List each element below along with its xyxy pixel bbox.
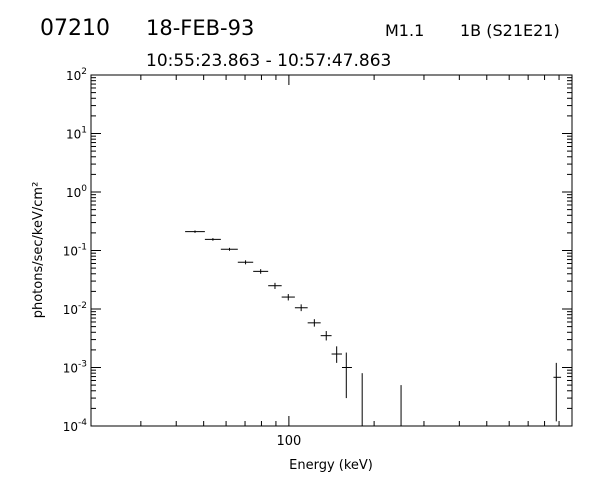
y-axis-tick-labels: 10-4 10-3 10-2 10-1 100 101 102 — [63, 67, 88, 434]
data-point — [237, 260, 254, 265]
data-point — [294, 304, 308, 312]
y-tick-label: 101 — [66, 126, 87, 142]
data-point — [220, 247, 238, 251]
event-date: 18-FEB-93 — [146, 16, 255, 40]
x-tick-label-100: 100 — [276, 434, 301, 449]
data-point — [341, 352, 352, 399]
y-tick-label: 10-1 — [63, 243, 87, 259]
data-point — [268, 282, 282, 289]
data-point — [281, 294, 295, 301]
data-point — [185, 230, 205, 233]
y-tick-label: 100 — [66, 184, 87, 200]
y-tick-label: 10-3 — [63, 360, 87, 376]
x-axis-label: Energy (keV) — [289, 458, 373, 473]
data-point — [253, 269, 269, 274]
data-point — [553, 362, 562, 422]
time-range: 10:55:23.863 - 10:57:47.863 — [146, 51, 392, 71]
y-tick-label: 10-4 — [63, 418, 88, 434]
event-id: 07210 — [40, 16, 110, 41]
data-point — [204, 238, 221, 241]
data-point — [307, 319, 321, 327]
y-axis-ticks — [91, 74, 572, 427]
y-tick-label: 102 — [66, 67, 87, 83]
plot-frame — [90, 74, 573, 427]
x-axis-ticks — [90, 75, 573, 426]
goes-class: M1.1 — [385, 21, 425, 40]
data-point — [320, 331, 332, 341]
y-axis-label: photons/sec/keV/cm² — [31, 182, 46, 319]
h-alpha-class: 1B (S21E21) — [460, 21, 560, 40]
data-point — [331, 346, 342, 363]
y-tick-label: 10-2 — [63, 301, 87, 317]
data-points — [185, 230, 562, 426]
